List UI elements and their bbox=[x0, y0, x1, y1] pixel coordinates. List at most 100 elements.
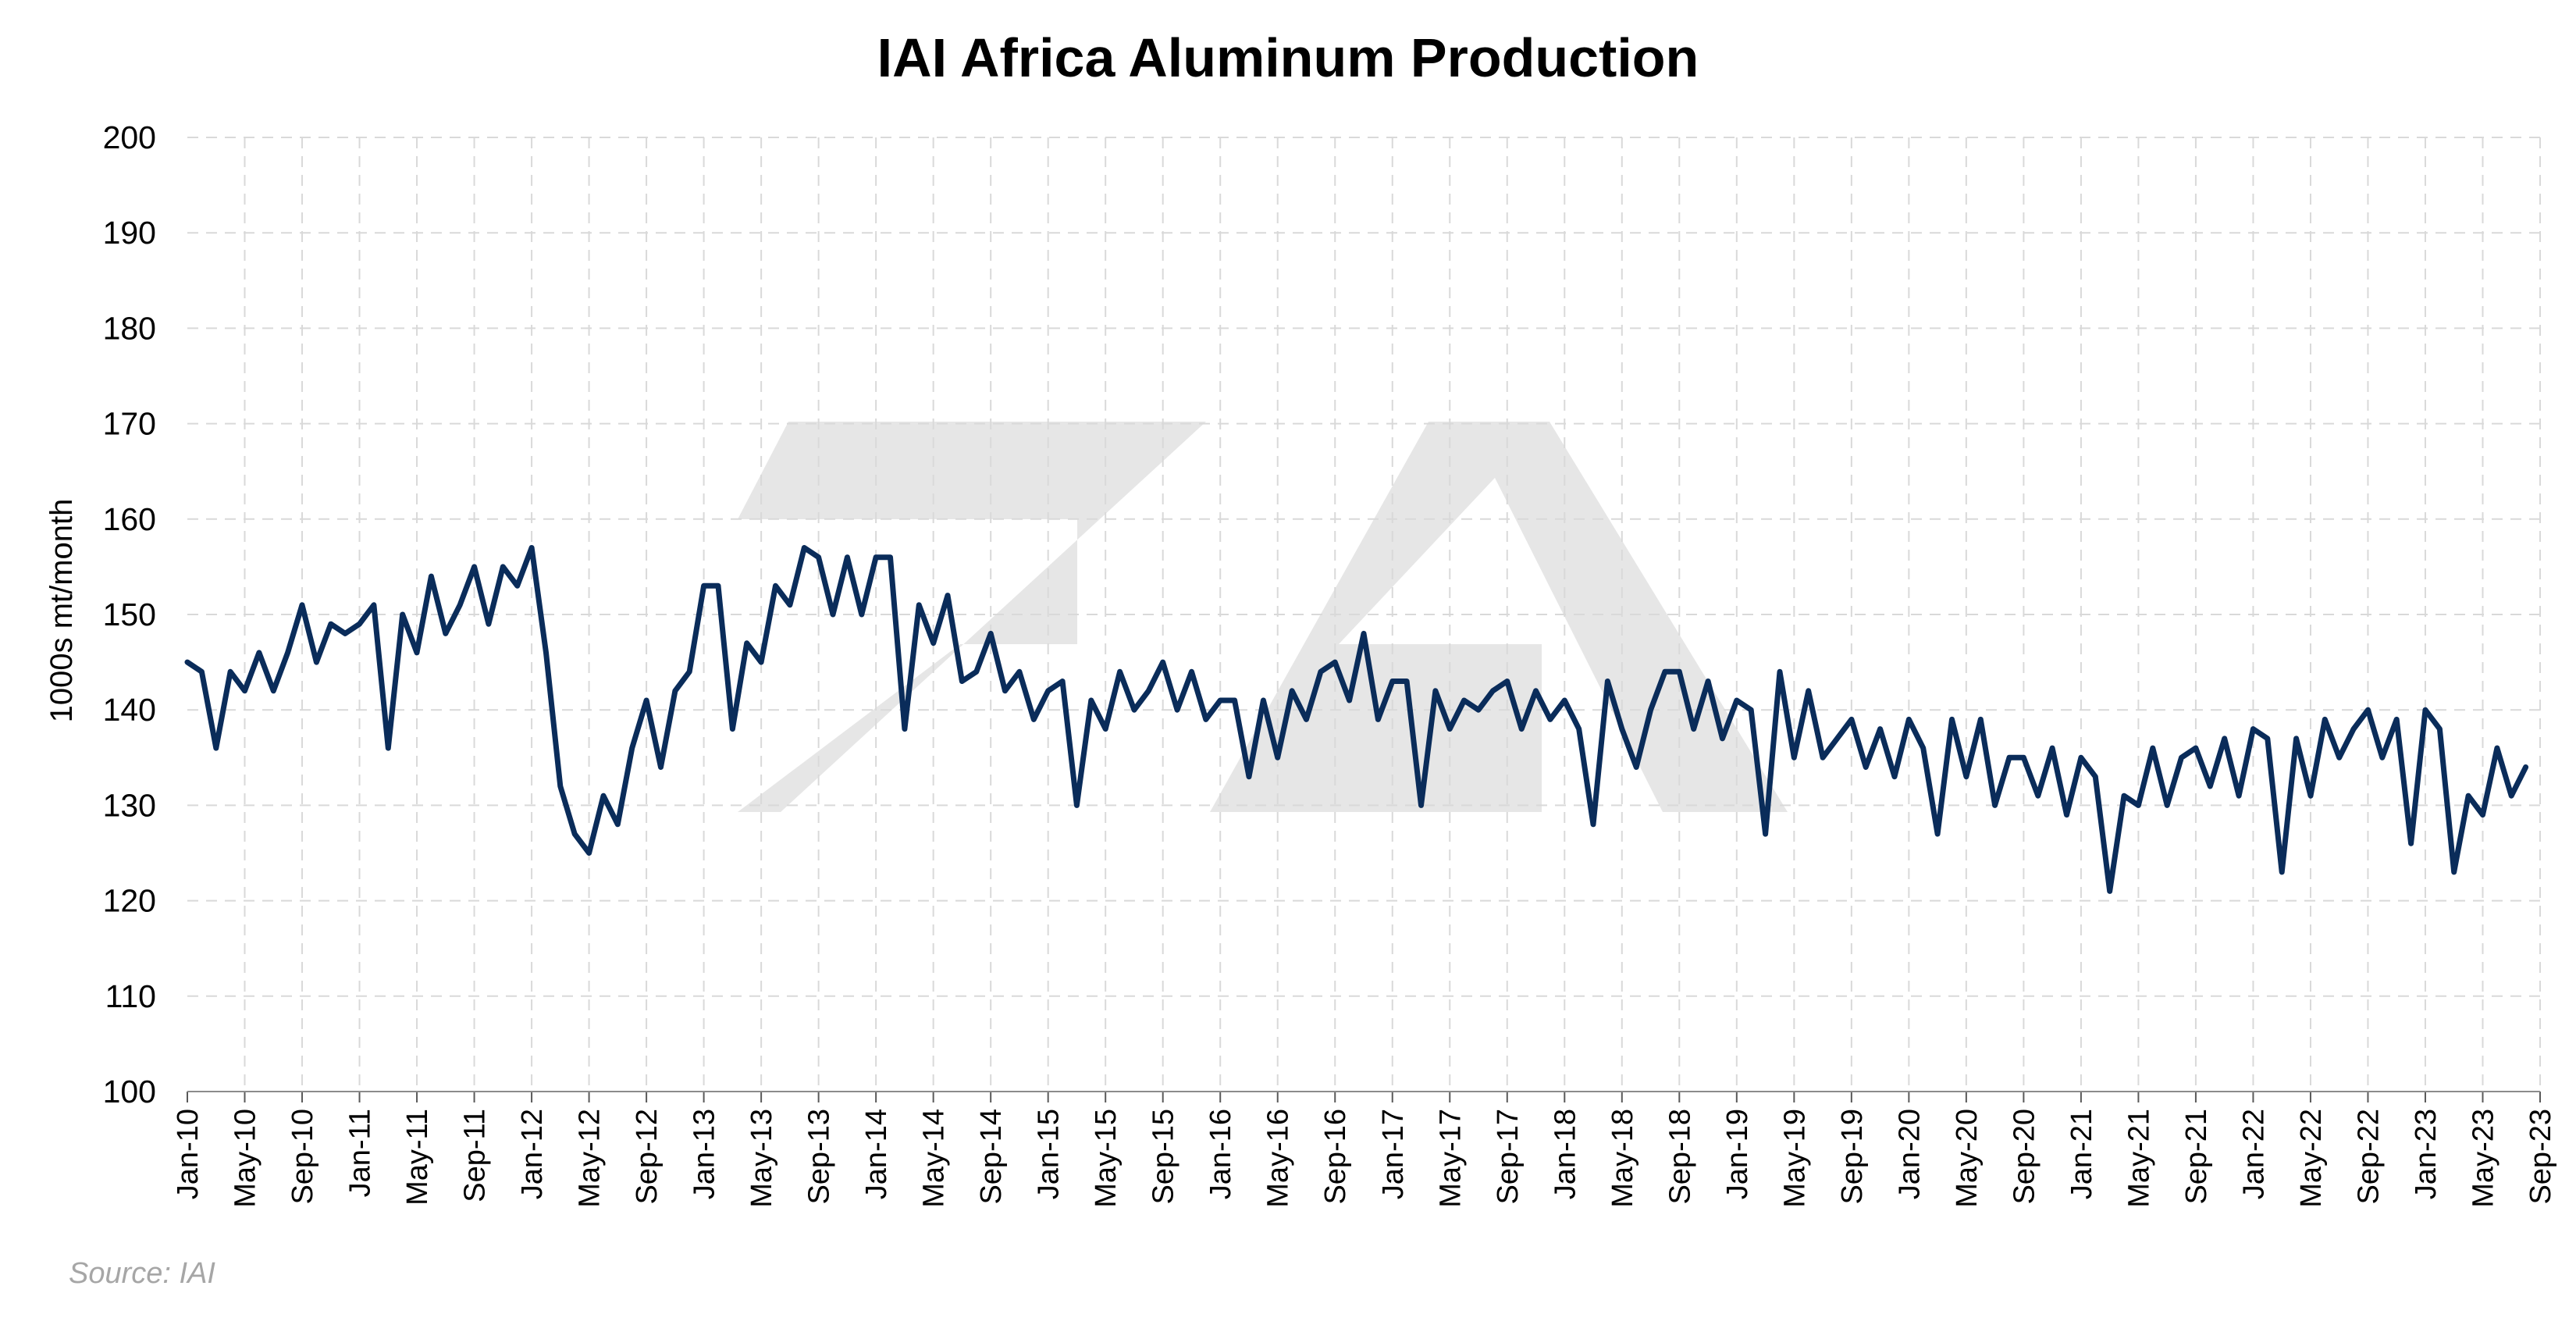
data-point bbox=[1791, 755, 1797, 760]
data-point bbox=[1749, 707, 1754, 713]
data-point bbox=[2422, 707, 2428, 713]
data-point bbox=[1547, 717, 1553, 722]
data-point bbox=[816, 554, 821, 560]
x-tick-label: Sep-16 bbox=[1319, 1109, 1352, 1205]
x-tick-label: May-16 bbox=[1262, 1109, 1295, 1208]
data-point bbox=[1275, 755, 1280, 760]
data-point bbox=[300, 602, 305, 607]
data-point bbox=[1375, 717, 1381, 722]
data-point bbox=[600, 793, 606, 799]
data-point bbox=[1404, 679, 1410, 684]
data-point bbox=[2236, 793, 2242, 799]
data-point bbox=[2509, 793, 2514, 799]
data-point bbox=[945, 593, 951, 598]
data-point bbox=[1848, 717, 1854, 722]
data-point bbox=[1261, 697, 1266, 703]
x-tick-label: Jan-18 bbox=[1549, 1109, 1582, 1199]
data-point bbox=[802, 545, 807, 550]
grid bbox=[187, 137, 2541, 1092]
data-point bbox=[658, 764, 664, 770]
data-point bbox=[1963, 774, 1969, 779]
data-point bbox=[2050, 746, 2055, 751]
data-point bbox=[443, 631, 448, 636]
data-point bbox=[715, 583, 720, 589]
data-point bbox=[486, 622, 491, 627]
data-point bbox=[1777, 669, 1782, 675]
data-point bbox=[1906, 717, 1912, 722]
data-point bbox=[1504, 679, 1510, 684]
data-point bbox=[1720, 736, 1725, 741]
data-point bbox=[1218, 697, 1223, 703]
data-point bbox=[1031, 717, 1037, 722]
data-point bbox=[2064, 812, 2069, 817]
y-tick-label: 190 bbox=[103, 215, 156, 251]
data-point bbox=[959, 679, 965, 684]
data-point bbox=[1920, 746, 1926, 751]
data-point bbox=[1246, 774, 1251, 779]
data-point bbox=[557, 783, 563, 789]
data-point bbox=[1232, 697, 1237, 703]
source-note: Source: IAI bbox=[69, 1257, 215, 1290]
x-tick-label: Sep-17 bbox=[1492, 1109, 1525, 1205]
series-line bbox=[184, 545, 2529, 894]
data-point bbox=[1347, 697, 1352, 703]
data-point bbox=[744, 640, 749, 646]
data-point bbox=[687, 669, 692, 675]
data-point bbox=[1877, 726, 1883, 732]
x-tick-label: Jan-14 bbox=[860, 1109, 893, 1199]
data-point bbox=[1290, 688, 1295, 693]
data-point bbox=[2480, 812, 2485, 817]
data-point bbox=[2193, 746, 2198, 751]
x-tick-label: May-23 bbox=[2467, 1109, 2500, 1208]
data-point bbox=[1619, 726, 1624, 732]
y-tick-label: 200 bbox=[103, 119, 156, 155]
x-tick-label: May-13 bbox=[745, 1109, 778, 1208]
x-tick-label: May-19 bbox=[1778, 1109, 1811, 1208]
data-point bbox=[759, 660, 764, 665]
data-point bbox=[1935, 832, 1941, 837]
data-point bbox=[873, 554, 879, 560]
data-point bbox=[1863, 764, 1869, 770]
data-point bbox=[185, 660, 190, 665]
data-point bbox=[256, 650, 262, 655]
data-point bbox=[1461, 697, 1467, 703]
y-axis-label: 1000s mt/month bbox=[44, 499, 79, 723]
watermark-logo-left-shape bbox=[738, 422, 1206, 812]
data-point bbox=[314, 660, 319, 665]
data-point bbox=[1648, 707, 1653, 713]
data-point bbox=[1088, 697, 1094, 703]
data-point bbox=[1418, 803, 1424, 808]
data-point bbox=[1175, 707, 1180, 713]
data-point bbox=[2394, 717, 2400, 722]
x-tick-label: Sep-14 bbox=[975, 1109, 1008, 1205]
x-tick-label: Jan-16 bbox=[1204, 1109, 1237, 1199]
data-point bbox=[586, 850, 592, 856]
data-point bbox=[1304, 717, 1309, 722]
data-point bbox=[1203, 717, 1208, 722]
x-tick-label: Sep-18 bbox=[1663, 1109, 1696, 1205]
data-point bbox=[1160, 660, 1165, 665]
data-point bbox=[1763, 832, 1768, 837]
y-tick-label: 110 bbox=[105, 978, 156, 1014]
data-point bbox=[1820, 755, 1826, 760]
data-point bbox=[1562, 697, 1567, 703]
x-tick-label: Sep-19 bbox=[1836, 1109, 1869, 1205]
watermark-logo-right-shape bbox=[1210, 422, 1788, 812]
x-tick-label: May-14 bbox=[918, 1109, 951, 1208]
data-point bbox=[644, 697, 649, 703]
data-point bbox=[1332, 660, 1338, 665]
x-tick-label: May-21 bbox=[2122, 1109, 2155, 1208]
data-point bbox=[457, 602, 463, 607]
data-point bbox=[1074, 803, 1080, 808]
data-point bbox=[2451, 869, 2457, 874]
data-point bbox=[1519, 726, 1525, 732]
data-point bbox=[2408, 841, 2414, 846]
x-tick-label: May-15 bbox=[1090, 1109, 1123, 1208]
data-point bbox=[1662, 669, 1667, 675]
x-tick-label: Sep-12 bbox=[631, 1109, 664, 1205]
data-point bbox=[386, 746, 391, 751]
x-tick-label: May-10 bbox=[229, 1109, 262, 1208]
y-tick-label: 130 bbox=[103, 787, 156, 823]
data-point bbox=[1146, 688, 1151, 693]
data-point bbox=[2466, 793, 2471, 799]
